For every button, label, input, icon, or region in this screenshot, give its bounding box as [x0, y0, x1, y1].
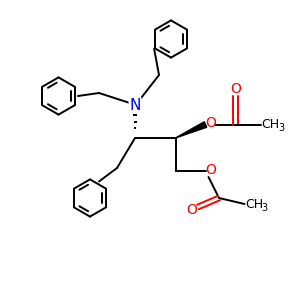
- Text: 3: 3: [278, 123, 284, 133]
- Text: O: O: [230, 82, 241, 96]
- Polygon shape: [176, 122, 207, 138]
- Text: CH: CH: [262, 118, 280, 131]
- Text: O: O: [206, 116, 216, 130]
- Text: N: N: [129, 98, 141, 112]
- Text: O: O: [186, 203, 197, 217]
- Text: O: O: [206, 163, 216, 176]
- Text: CH: CH: [245, 197, 263, 211]
- Text: 3: 3: [262, 202, 268, 213]
